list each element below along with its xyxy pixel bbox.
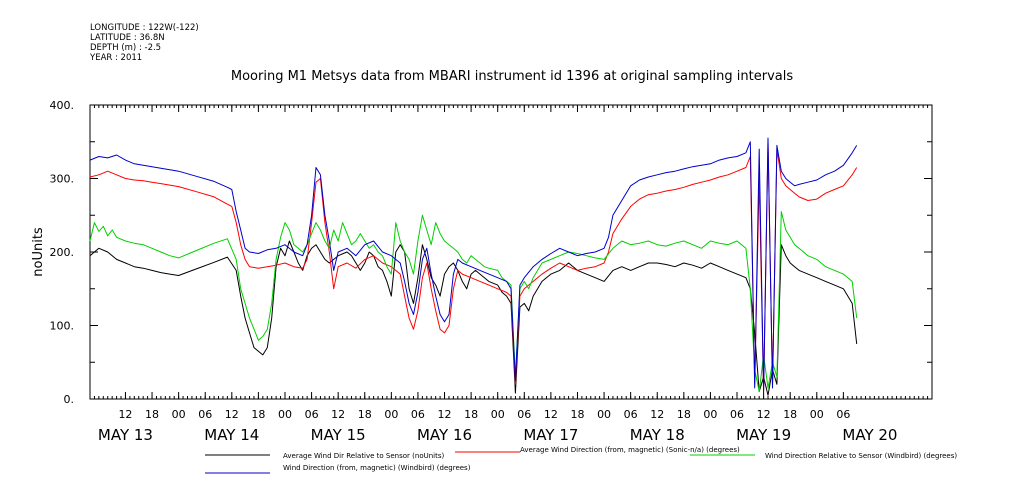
longitude-line: LONGITUDE : 122W(-122)	[90, 23, 199, 33]
chart-title: Mooring M1 Metsys data from MBARI instru…	[231, 69, 793, 84]
x-tick-label: 00	[810, 408, 824, 421]
x-day-label: MAY 15	[311, 426, 366, 444]
legend-label-4: Wind Direction (from, magnetic) (Windbir…	[283, 464, 471, 472]
x-tick-label: 00	[384, 408, 398, 421]
x-minor-ticks	[89, 105, 933, 399]
series-line-4	[89, 137, 858, 393]
x-tick-label: 12	[118, 408, 132, 421]
x-tick-label: 00	[172, 408, 186, 421]
x-tick-label: 18	[570, 408, 584, 421]
x-tick-label: 12	[225, 408, 239, 421]
year-line: YEAR : 2011	[89, 53, 142, 63]
x-tick-label: 18	[677, 408, 691, 421]
x-tick-label: 06	[624, 408, 638, 421]
series-line-1	[89, 240, 858, 396]
x-day-label: MAY 20	[842, 426, 897, 444]
y-tick-label: 300.	[50, 173, 75, 186]
x-tick-label: 18	[251, 408, 265, 421]
depth-line: DEPTH (m) : -2.5	[90, 43, 161, 53]
x-tick-label: 18	[464, 408, 478, 421]
x-day-label: MAY 13	[98, 426, 153, 444]
plot-frame	[89, 104, 933, 400]
series-line-3	[89, 211, 858, 393]
x-tick-label: 12	[544, 408, 558, 421]
x-tick-label: 06	[411, 408, 425, 421]
x-tick-label: 06	[517, 408, 531, 421]
latitude-line: LATITUDE : 36.8N	[90, 33, 165, 43]
legend-label-1: Average Wind Dir Relative to Sensor (noU…	[283, 452, 444, 460]
series-group	[89, 137, 858, 396]
x-day-label: MAY 14	[204, 426, 259, 444]
x-axis-ticks: 12 18 00 06 12 18 00 06 12 18 00 06 12 18 00 06 12 18 00 06…	[98, 105, 897, 444]
legend-label-3: Wind Direction Relative to Sensor (Windb…	[765, 452, 957, 460]
x-tick-label: 18	[783, 408, 797, 421]
x-day-label: MAY 17	[523, 426, 578, 444]
x-tick-label: 06	[305, 408, 319, 421]
x-day-label: MAY 19	[736, 426, 791, 444]
plot-area: 0. 100. 200. 300. 400. 12 18 00 06 12 18 00 06 12 18 0…	[50, 99, 933, 444]
x-day-label: MAY 16	[417, 426, 472, 444]
x-tick-label: 12	[331, 408, 345, 421]
y-tick-label: 200.	[50, 246, 75, 259]
y-axis-label: noUnits	[31, 227, 46, 277]
x-tick-label: 06	[198, 408, 212, 421]
legend: Average Wind Dir Relative to Sensor (noU…	[205, 446, 957, 474]
x-tick-label: 00	[278, 408, 292, 421]
y-axis-ticks: 0. 100. 200. 300. 400.	[50, 99, 932, 406]
x-tick-label: 06	[730, 408, 744, 421]
x-day-label: MAY 18	[630, 426, 685, 444]
x-tick-label: 12	[650, 408, 664, 421]
x-tick-label: 12	[757, 408, 771, 421]
x-tick-label: 00	[703, 408, 717, 421]
y-tick-label: 0.	[64, 393, 75, 406]
x-tick-label: 00	[491, 408, 505, 421]
y-tick-label: 100.	[50, 320, 75, 333]
x-tick-label: 18	[358, 408, 372, 421]
y-tick-label: 400.	[50, 99, 75, 112]
metadata-block: LONGITUDE : 122W(-122) LATITUDE : 36.8N …	[89, 23, 199, 63]
x-tick-label: 12	[438, 408, 452, 421]
x-tick-label: 18	[145, 408, 159, 421]
legend-label-2: Average Wind Direction (from, magnetic) …	[520, 446, 740, 454]
x-tick-label: 00	[597, 408, 611, 421]
x-tick-label: 06	[836, 408, 850, 421]
